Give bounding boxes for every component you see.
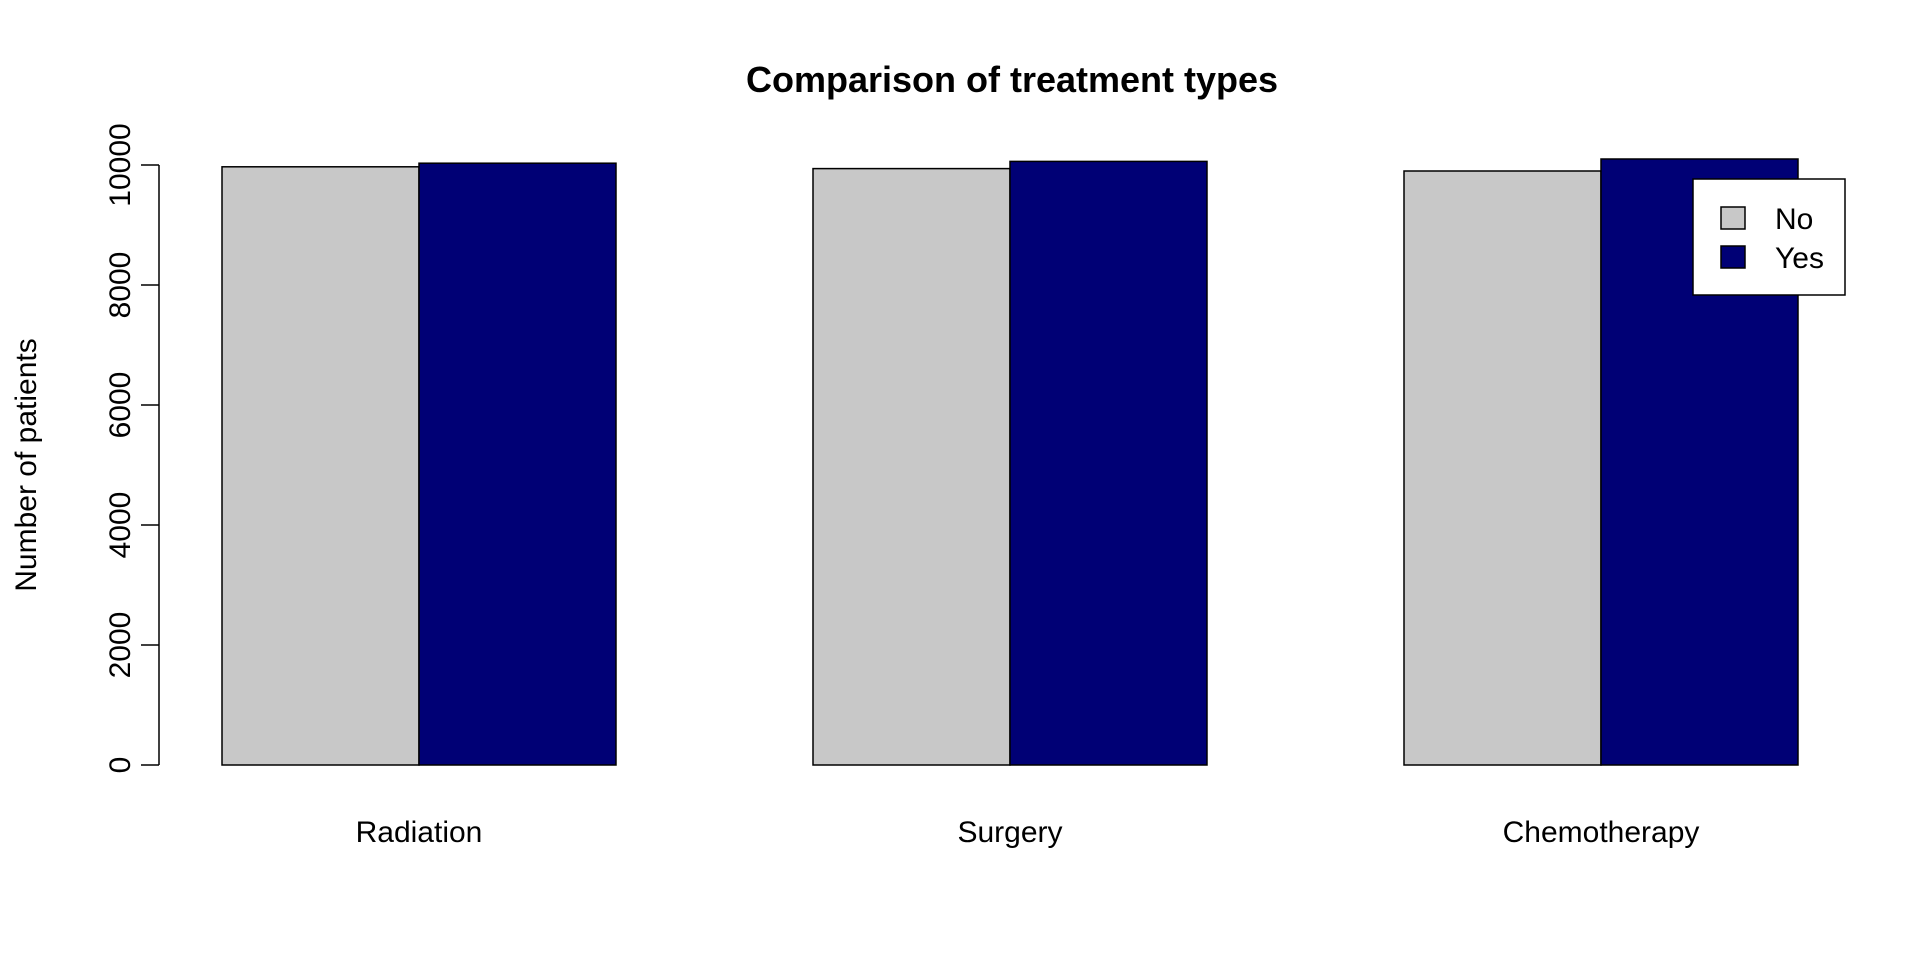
bars-group [221,158,1799,766]
legend-box [1692,178,1846,296]
bar-radiation-yes [418,162,617,766]
bar-radiation-no [221,166,420,766]
y-tick-label: 8000 [104,252,137,319]
bar-surgery-no [812,167,1011,766]
x-tick-label: Surgery [957,816,1062,849]
x-tick-label: Chemotherapy [1503,816,1700,849]
y-tick-label: 2000 [104,612,137,679]
legend-swatch-yes [1720,245,1746,269]
legend-label-yes: Yes [1775,242,1824,275]
x-axis-labels: Radiation Surgery Chemotherapy [356,816,1700,849]
legend-label-no: No [1775,203,1813,236]
y-tick-label: 6000 [104,372,137,439]
bar-surgery-yes [1009,160,1208,766]
bar-chemotherapy-no [1403,170,1602,766]
legend-swatch-no [1720,206,1746,230]
y-axis-label: Number of patients [10,338,43,591]
y-axis: 0 2000 4000 6000 8000 10000 [104,123,160,774]
y-tick-label: 0 [104,757,137,774]
x-tick-label: Radiation [356,816,483,849]
y-tick-label: 10000 [104,123,137,206]
legend: No Yes [1692,178,1846,296]
chart-title: Comparison of treatment types [746,59,1278,100]
y-tick-label: 4000 [104,492,137,559]
